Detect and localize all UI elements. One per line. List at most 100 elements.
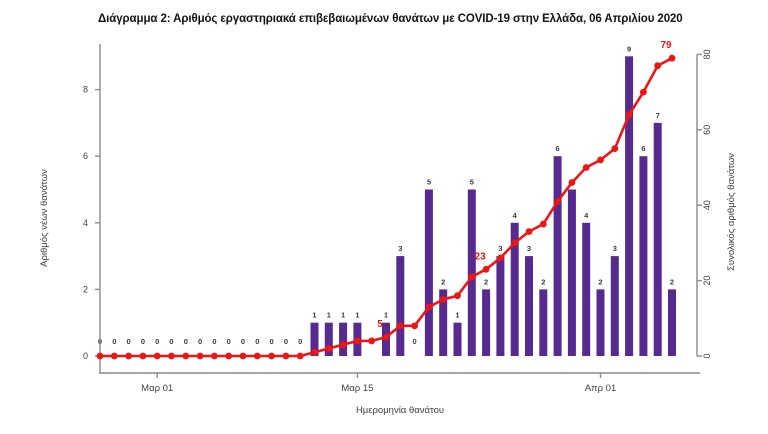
bar-value-label: 0 [413, 337, 417, 346]
bar-value-label: 0 [169, 337, 173, 346]
bar-value-label: 1 [355, 311, 359, 320]
cumulative-data-point [611, 145, 619, 153]
daily-deaths-bar [439, 289, 448, 356]
y-left-tick-label: 4 [83, 218, 88, 228]
cumulative-data-point [511, 239, 519, 247]
bar-value-label: 3 [613, 244, 617, 253]
bar-value-label: 6 [641, 144, 645, 153]
milestone-label: 5 [377, 319, 383, 330]
daily-deaths-bar [453, 322, 462, 356]
daily-deaths-bar [596, 289, 605, 356]
bar-value-label: 2 [541, 277, 545, 286]
bar-value-label: 0 [198, 337, 202, 346]
cumulative-data-point [311, 348, 318, 356]
x-axis-title: Ημερομηνία θανάτου [356, 405, 444, 416]
cumulative-data-point [139, 352, 147, 360]
cumulative-data-point [196, 352, 204, 360]
bar-value-label: 1 [312, 311, 316, 320]
y-right-tick-label: 20 [702, 276, 712, 286]
cumulative-data-point [654, 62, 662, 70]
cumulative-data-point [468, 273, 476, 281]
bar-value-label: 3 [398, 244, 402, 253]
cumulative-data-point [168, 352, 175, 360]
cumulative-data-point [640, 88, 647, 96]
cumulative-data-point [582, 164, 590, 171]
bar-value-label: 3 [527, 244, 531, 253]
daily-deaths-bar [324, 322, 333, 356]
bars-group [310, 56, 676, 357]
bar-value-label: 5 [470, 178, 474, 187]
x-tick-label: Μαρ 15 [341, 383, 373, 394]
cumulative-data-point [125, 352, 132, 360]
daily-deaths-bar [653, 122, 662, 357]
bar-value-label: 2 [441, 277, 445, 286]
bar-value-label: 6 [556, 144, 560, 153]
milestone-label: 23 [475, 251, 487, 262]
bar-value-label: 0 [127, 337, 131, 346]
cumulative-data-point [439, 296, 447, 303]
bar-value-label: 2 [670, 277, 674, 286]
cumulative-data-point [354, 337, 361, 345]
bar-value-label: 5 [427, 178, 431, 187]
bar-value-label: 0 [298, 337, 302, 346]
daily-deaths-bar [396, 256, 405, 356]
cumulative-line-group [96, 54, 676, 360]
cumulative-data-point [282, 352, 290, 360]
daily-deaths-bar [510, 222, 519, 356]
y-right-tick-label: 0 [702, 353, 712, 358]
y-left-tick-label: 2 [83, 284, 88, 294]
bar-value-label: 1 [327, 311, 331, 320]
y-left-tick-label: 6 [83, 151, 88, 161]
bar-value-label: 2 [598, 277, 602, 286]
bar-value-label: 0 [241, 337, 245, 346]
x-tick-label: Μαρ 01 [141, 383, 173, 394]
bar-value-label: 3 [498, 244, 502, 253]
cumulative-data-point [411, 322, 418, 330]
cumulative-data-point [268, 352, 275, 360]
bar-value-label: 7 [656, 111, 660, 120]
bar-value-label: 0 [227, 337, 231, 346]
cumulative-data-point [296, 352, 304, 360]
y-right-tick-label: 40 [702, 200, 712, 210]
cumulative-data-point [153, 352, 161, 360]
y-axis-right-title: Συνολικός αριθμός θανάτων [726, 153, 737, 271]
bar-value-label: 0 [255, 337, 259, 346]
daily-deaths-bar [339, 322, 348, 356]
cumulative-data-point [539, 220, 547, 228]
cumulative-data-point [211, 352, 218, 360]
daily-deaths-bar [668, 289, 676, 356]
bar-value-labels: 0000000000000001111013052152343265423967… [98, 44, 674, 346]
bar-value-label: 1 [384, 311, 388, 320]
cumulative-data-point [625, 111, 633, 119]
bar-value-label: 1 [455, 311, 459, 320]
bar-value-label: 4 [584, 211, 589, 220]
daily-deaths-bar [553, 156, 562, 356]
y-right-tick-label: 60 [702, 125, 712, 135]
cumulative-data-point [325, 345, 333, 352]
bar-value-label: 2 [484, 277, 488, 286]
cumulative-data-point [368, 337, 376, 345]
bar-value-label: 1 [341, 311, 345, 320]
daily-deaths-bar [625, 56, 634, 357]
cumulative-data-point [454, 292, 461, 300]
x-tick-label: Απρ 01 [585, 383, 617, 394]
cumulative-data-point [382, 333, 390, 341]
chart-title: Διάγραμμα 2: Αριθμός εργαστηριακά επιβεβ… [98, 13, 683, 25]
cumulative-data-point [525, 228, 533, 235]
daily-deaths-bar [424, 189, 433, 356]
cumulative-data-point [339, 341, 347, 349]
milestone-label: 79 [660, 40, 672, 51]
bar-value-label: 0 [141, 337, 145, 346]
daily-deaths-bar [310, 322, 319, 356]
cumulative-data-point [597, 156, 604, 164]
cumulative-data-point [253, 352, 261, 360]
daily-deaths-bar [467, 189, 476, 356]
daily-deaths-bar [539, 289, 548, 356]
cumulative-data-point [239, 352, 247, 360]
daily-deaths-bar [525, 256, 533, 356]
y-left-tick-label: 0 [83, 351, 88, 361]
y-right-tick-label: 80 [702, 49, 712, 59]
